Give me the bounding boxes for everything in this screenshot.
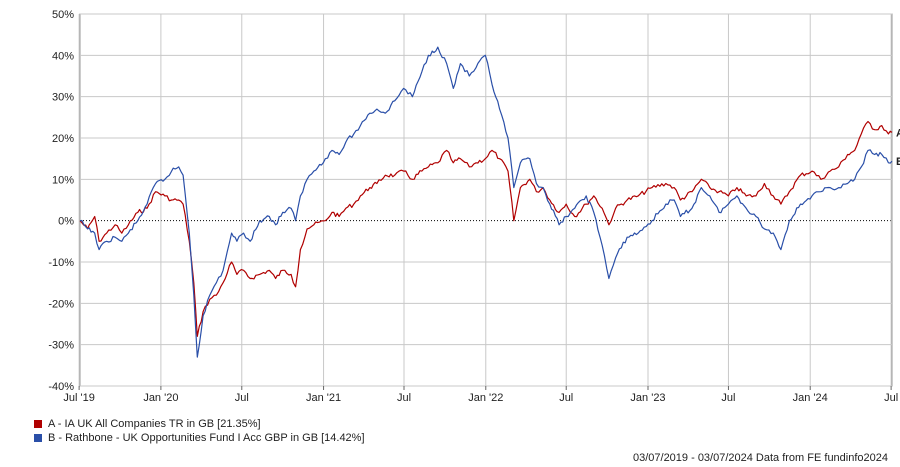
- legend-swatch-b: [34, 434, 42, 442]
- y-axis: -40% -30% -20% -10% 0% 10% 20% 30% 40% 50%: [48, 9, 74, 393]
- x-tick-label: Jan '20: [143, 392, 178, 404]
- legend-label-b: B - Rathbone - UK Opportunities Fund I A…: [48, 432, 365, 444]
- y-tick-label: 40%: [52, 50, 74, 62]
- y-tick-label: 0%: [58, 216, 74, 228]
- performance-chart: -40% -30% -20% -10% 0% 10% 20% 30% 40% 50% Jul '1…: [48, 9, 900, 404]
- series-line-a: [79, 120, 893, 337]
- legend-item-a: A - IA UK All Companies TR in GB [21.35%…: [34, 417, 365, 431]
- series-end-label-a: A: [896, 127, 900, 139]
- x-tick-label: Jan '22: [468, 392, 503, 404]
- y-tick-label: 10%: [52, 174, 74, 186]
- x-axis: Jul '19 Jan '20 Jul Jan '21 Jul Jan '22 Jul Jan…: [63, 386, 898, 404]
- x-tick-label: Jan '24: [793, 392, 828, 404]
- chart-grid: [78, 13, 893, 387]
- y-tick-label: 30%: [52, 92, 74, 104]
- x-tick-label: Jul: [559, 392, 573, 404]
- y-tick-label: -10%: [48, 257, 74, 269]
- legend-label-a: A - IA UK All Companies TR in GB [21.35%…: [48, 418, 261, 430]
- x-tick-label: Jul: [884, 392, 898, 404]
- series-line-b: [79, 46, 893, 358]
- legend-swatch-a: [34, 420, 42, 428]
- series-end-labels: AB: [896, 127, 900, 168]
- y-tick-label: -20%: [48, 298, 74, 310]
- y-tick-label: 50%: [52, 9, 74, 21]
- series-end-label-b: B: [896, 156, 900, 168]
- y-tick-label: -40%: [48, 381, 74, 393]
- legend: A - IA UK All Companies TR in GB [21.35%…: [34, 417, 365, 445]
- series-lines: [79, 46, 893, 358]
- x-tick-label: Jan '21: [306, 392, 341, 404]
- legend-item-b: B - Rathbone - UK Opportunities Fund I A…: [34, 431, 365, 445]
- x-tick-label: Jan '23: [630, 392, 665, 404]
- x-tick-label: Jul: [397, 392, 411, 404]
- y-tick-label: 20%: [52, 133, 74, 145]
- footer-source: 03/07/2019 - 03/07/2024 Data from FE fun…: [632, 452, 888, 464]
- x-tick-label: Jul: [235, 392, 249, 404]
- x-tick-label: Jul: [721, 392, 735, 404]
- y-tick-label: -30%: [48, 340, 74, 352]
- x-tick-label: Jul '19: [63, 392, 94, 404]
